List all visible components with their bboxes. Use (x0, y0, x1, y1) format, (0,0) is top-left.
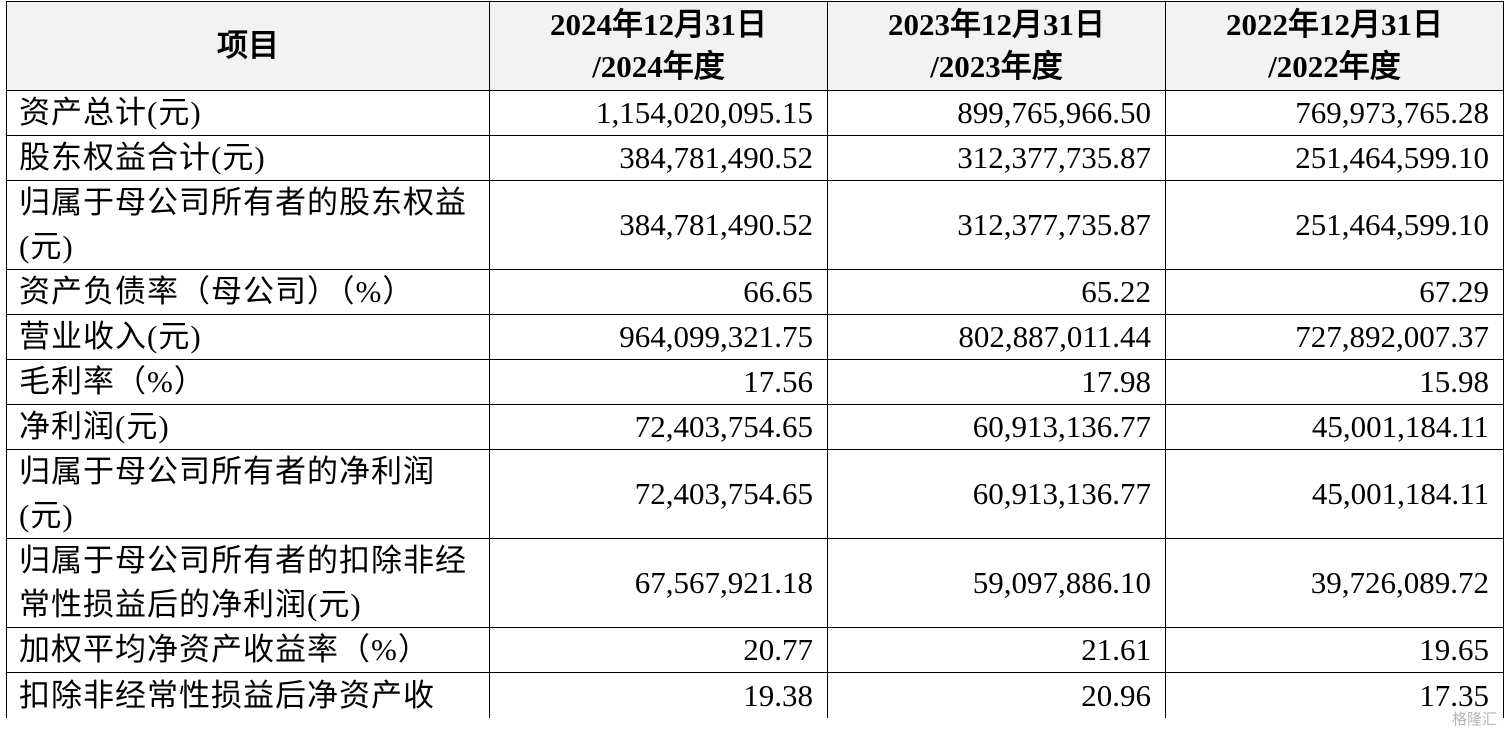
cell-2024: 964,099,321.75 (489, 314, 828, 360)
cell-2022: 67.29 (1165, 269, 1504, 315)
header-row: 项目 2024年12月31日/2024年度 2023年12月31日/2023年度… (6, 1, 1504, 91)
cell-2022: 769,973,765.28 (1165, 90, 1504, 136)
header-2022: 2022年12月31日/2022年度 (1165, 1, 1504, 91)
cell-2022: 727,892,007.37 (1165, 314, 1504, 360)
financial-data-table: 项目 2024年12月31日/2024年度 2023年12月31日/2023年度… (6, 1, 1504, 718)
row-label: 净利润(元) (6, 404, 490, 450)
cell-2022: 15.98 (1165, 359, 1504, 405)
cell-2022: 17.35 (1165, 672, 1504, 718)
row-label: 扣除非经常性损益后净资产收 (6, 672, 490, 718)
cell-2022: 19.65 (1165, 627, 1504, 673)
table-row: 毛利率（%） 17.56 17.98 15.98 (6, 359, 1504, 405)
cell-2024: 384,781,490.52 (489, 135, 828, 181)
header-item: 项目 (6, 1, 490, 91)
row-label: 加权平均净资产收益率（%） (6, 627, 490, 673)
cell-2023: 60,913,136.77 (827, 404, 1166, 450)
table-row: 归属于母公司所有者的净利润(元) 72,403,754.65 60,913,13… (6, 449, 1504, 539)
table-row: 资产总计(元) 1,154,020,095.15 899,765,966.50 … (6, 90, 1504, 136)
cell-2024: 66.65 (489, 269, 828, 315)
cell-2023: 60,913,136.77 (827, 449, 1166, 539)
cell-2024: 19.38 (489, 672, 828, 718)
cell-2023: 312,377,735.87 (827, 180, 1166, 270)
row-label: 归属于母公司所有者的股东权益(元) (6, 180, 490, 270)
table-row: 加权平均净资产收益率（%） 20.77 21.61 19.65 (6, 627, 1504, 673)
cell-2024: 17.56 (489, 359, 828, 405)
row-label: 股东权益合计(元) (6, 135, 490, 181)
watermark-logo: 格隆汇 (1451, 710, 1497, 728)
cell-2024: 72,403,754.65 (489, 404, 828, 450)
cell-2024: 20.77 (489, 627, 828, 673)
cell-2022: 251,464,599.10 (1165, 135, 1504, 181)
cell-2022: 39,726,089.72 (1165, 538, 1504, 628)
cell-2023: 17.98 (827, 359, 1166, 405)
table-row: 扣除非经常性损益后净资产收 19.38 20.96 17.35 (6, 672, 1504, 718)
cell-2024: 1,154,020,095.15 (489, 90, 828, 136)
table-row: 归属于母公司所有者的股东权益(元) 384,781,490.52 312,377… (6, 180, 1504, 270)
table-row: 净利润(元) 72,403,754.65 60,913,136.77 45,00… (6, 404, 1504, 450)
cell-2023: 21.61 (827, 627, 1166, 673)
cell-2023: 65.22 (827, 269, 1166, 315)
cell-2023: 312,377,735.87 (827, 135, 1166, 181)
table-row: 归属于母公司所有者的扣除非经常性损益后的净利润(元) 67,567,921.18… (6, 538, 1504, 628)
table-row: 营业收入(元) 964,099,321.75 802,887,011.44 72… (6, 314, 1504, 360)
table-row: 资产负债率（母公司）（%） 66.65 65.22 67.29 (6, 269, 1504, 315)
cell-2023: 899,765,966.50 (827, 90, 1166, 136)
row-label: 归属于母公司所有者的扣除非经常性损益后的净利润(元) (6, 538, 490, 628)
cell-2024: 384,781,490.52 (489, 180, 828, 270)
cell-2022: 45,001,184.11 (1165, 404, 1504, 450)
header-2023: 2023年12月31日/2023年度 (827, 1, 1166, 91)
cell-2022: 45,001,184.11 (1165, 449, 1504, 539)
cell-2022: 251,464,599.10 (1165, 180, 1504, 270)
cell-2023: 802,887,011.44 (827, 314, 1166, 360)
table-row: 股东权益合计(元) 384,781,490.52 312,377,735.87 … (6, 135, 1504, 181)
cell-2024: 67,567,921.18 (489, 538, 828, 628)
header-2024: 2024年12月31日/2024年度 (489, 1, 828, 91)
row-label: 资产负债率（母公司）（%） (6, 269, 490, 315)
row-label: 资产总计(元) (6, 90, 490, 136)
cell-2023: 59,097,886.10 (827, 538, 1166, 628)
row-label: 毛利率（%） (6, 359, 490, 405)
cell-2024: 72,403,754.65 (489, 449, 828, 539)
row-label: 归属于母公司所有者的净利润(元) (6, 449, 490, 539)
cell-2023: 20.96 (827, 672, 1166, 718)
row-label: 营业收入(元) (6, 314, 490, 360)
